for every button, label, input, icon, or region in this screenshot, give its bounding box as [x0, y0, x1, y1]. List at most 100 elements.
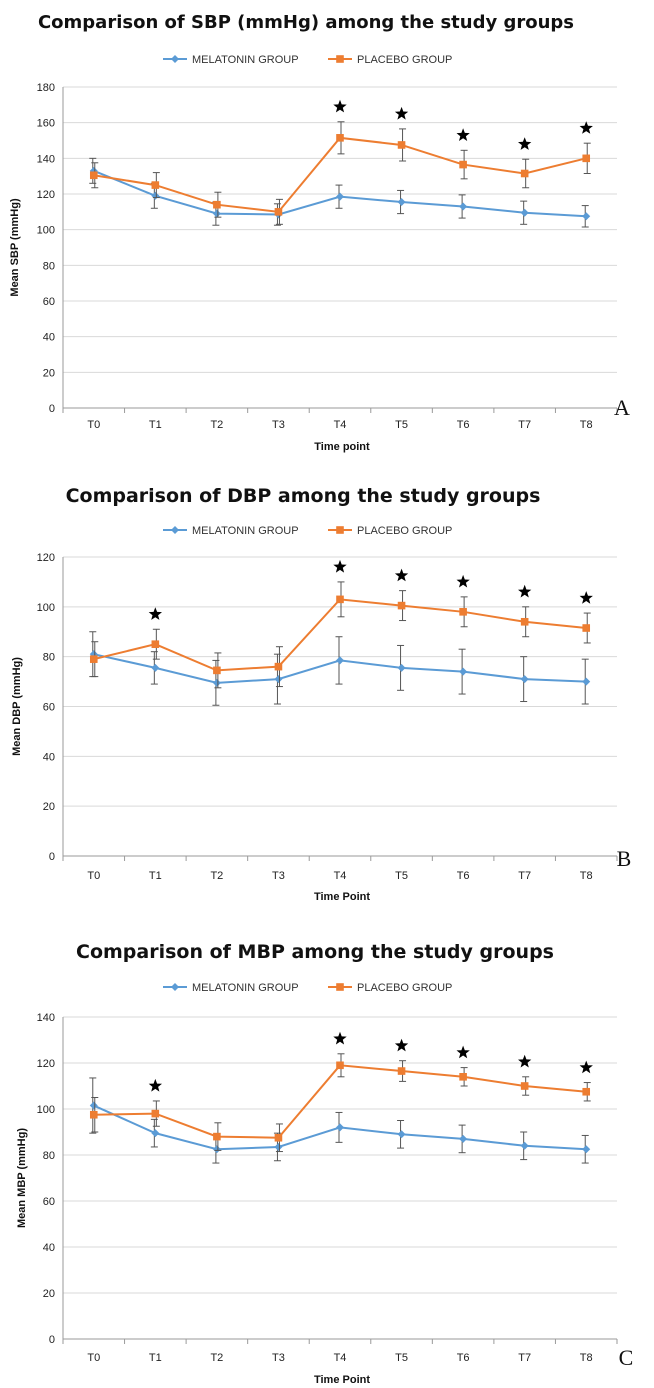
data-point-melatonin: [274, 1142, 283, 1151]
x-tick-label: T4: [334, 870, 347, 882]
x-tick-label: T5: [395, 1352, 408, 1364]
series-placebo: [89, 581, 591, 689]
chart-title: Comparison of DBP among the study groups: [66, 485, 541, 507]
significance-star: [456, 1045, 470, 1059]
x-tick-label: T3: [272, 870, 285, 882]
data-point-placebo: [520, 1082, 529, 1090]
data-point-melatonin: [520, 208, 529, 217]
data-point-placebo: [582, 1087, 591, 1096]
data-point-melatonin: [459, 202, 468, 211]
legend-label: PLACEBO GROUP: [357, 982, 452, 994]
x-tick-label: T0: [87, 870, 100, 882]
x-axis-title: Time point: [314, 441, 370, 453]
data-point-placebo: [89, 1110, 98, 1119]
y-tick-label: 100: [37, 1104, 55, 1116]
dbp-chart-panel: Comparison of DBP among the study groups…: [0, 460, 654, 910]
y-tick-label: 0: [49, 851, 55, 863]
legend-swatch-marker: [336, 55, 344, 63]
data-point-placebo: [397, 141, 406, 149]
data-point-melatonin: [582, 1145, 591, 1154]
data-point-melatonin: [520, 1141, 529, 1150]
legend-label: PLACEBO GROUP: [357, 54, 452, 66]
data-point-melatonin: [151, 1129, 160, 1138]
data-point-placebo: [397, 1067, 406, 1075]
data-point-placebo: [213, 1132, 221, 1141]
y-tick-label: 20: [43, 1288, 55, 1300]
series-melatonin: [89, 631, 591, 706]
significance-star: [456, 574, 470, 588]
data-point-placebo: [459, 1073, 467, 1081]
mbp-chart-panel: Comparison of MBP among the study groups…: [0, 910, 654, 1388]
x-axis-title: Time Point: [314, 1374, 370, 1386]
x-tick-label: T5: [395, 419, 408, 431]
data-point-placebo: [520, 169, 529, 178]
data-point-placebo: [274, 662, 283, 671]
panel-label: C: [619, 1345, 634, 1370]
significance-star: [518, 137, 532, 150]
series-melatonin: [89, 1077, 591, 1164]
series-placebo: [89, 121, 591, 225]
significance-star: [333, 1031, 347, 1045]
y-axis-title: Mean MBP (mmHg): [16, 1128, 28, 1228]
y-axis-title: Mean DBP (mmHg): [11, 657, 23, 756]
y-tick-label: 100: [37, 602, 55, 614]
x-tick-label: T6: [457, 1352, 470, 1364]
data-point-placebo: [151, 181, 160, 189]
y-tick-label: 100: [37, 225, 55, 237]
sbp-chart-panel: Comparison of SBP (mmHg) among the study…: [0, 0, 654, 460]
data-point-melatonin: [397, 1130, 406, 1139]
x-tick-label: T3: [272, 1352, 285, 1364]
data-point-melatonin: [274, 675, 283, 684]
chart-title: Comparison of SBP (mmHg) among the study…: [38, 12, 574, 33]
x-tick-label: T5: [395, 870, 408, 882]
legend: MELATONIN GROUP PLACEBO GROUP: [163, 525, 452, 537]
significance-star: [518, 584, 532, 598]
significance-star: [394, 106, 409, 120]
y-tick-label: 40: [43, 1242, 55, 1254]
y-tick-label: 140: [37, 153, 55, 165]
data-point-melatonin: [582, 212, 591, 221]
significance-star: [456, 128, 470, 141]
series-line-placebo: [93, 136, 587, 213]
x-tick-label: T7: [518, 419, 531, 431]
data-point-placebo: [582, 154, 591, 163]
panel-label: A: [614, 395, 630, 420]
legend-label: PLACEBO GROUP: [357, 525, 452, 537]
data-point-placebo: [151, 640, 160, 649]
data-point-placebo: [89, 655, 98, 663]
significance-star: [148, 607, 162, 620]
x-tick-label: T2: [210, 1352, 223, 1364]
legend-swatch-marker: [171, 983, 179, 991]
y-tick-label: 20: [43, 801, 55, 813]
data-point-placebo: [459, 608, 467, 616]
data-point-placebo: [274, 208, 283, 216]
x-tick-label: T4: [334, 419, 347, 431]
legend-swatch-marker: [336, 526, 344, 534]
data-point-placebo: [274, 1133, 283, 1142]
legend-item-placebo: PLACEBO GROUP: [328, 54, 452, 66]
data-point-placebo: [520, 617, 529, 626]
legend-swatch-marker: [171, 526, 179, 534]
x-tick-label: T2: [210, 419, 223, 431]
panel-label: B: [617, 846, 632, 871]
significance-star: [333, 559, 347, 573]
x-tick-label: T3: [272, 419, 285, 431]
legend-label: MELATONIN GROUP: [192, 982, 299, 994]
data-point-melatonin: [212, 678, 221, 687]
x-tick-label: T1: [149, 419, 162, 431]
data-point-melatonin: [212, 1145, 221, 1154]
data-point-placebo: [151, 1109, 160, 1118]
x-tick-label: T8: [580, 1352, 593, 1364]
chart-title: Comparison of MBP among the study groups: [76, 941, 554, 963]
legend-item-placebo: PLACEBO GROUP: [328, 982, 452, 994]
data-point-placebo: [582, 624, 591, 632]
y-tick-label: 0: [49, 403, 55, 415]
data-point-melatonin: [336, 1123, 344, 1132]
x-tick-label: T8: [580, 870, 593, 882]
data-point-placebo: [397, 601, 406, 610]
x-axis-title: Time Point: [314, 891, 370, 903]
data-point-melatonin: [336, 192, 344, 201]
significance-star: [394, 1038, 409, 1052]
y-tick-label: 0: [49, 1334, 55, 1346]
x-tick-label: T0: [87, 1352, 100, 1364]
